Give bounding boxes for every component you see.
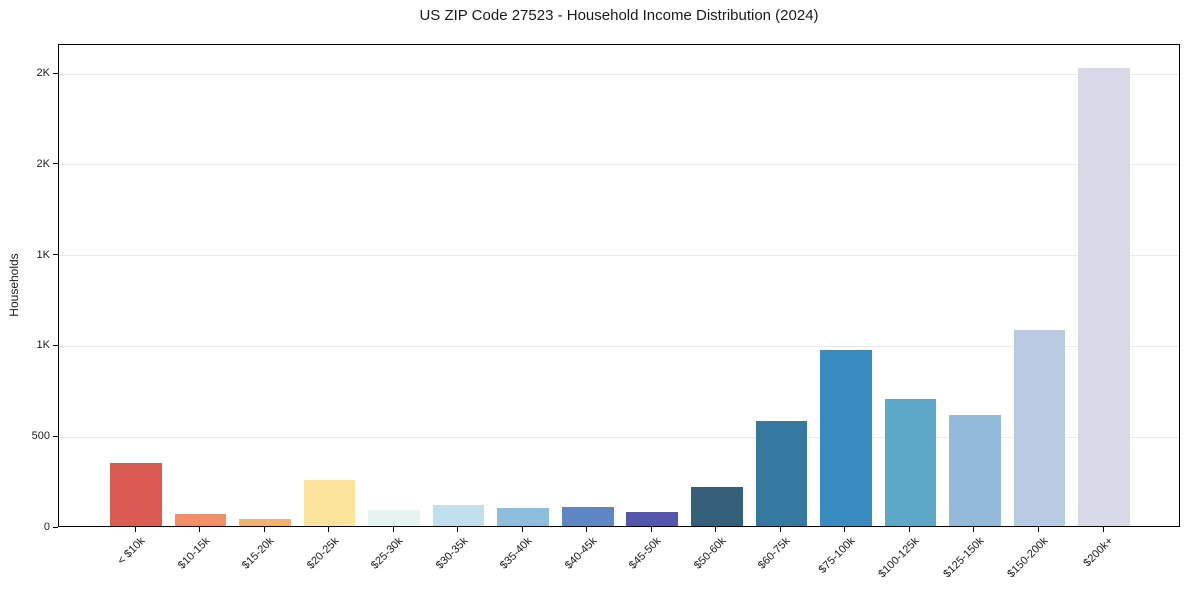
- y-axis-label: Households: [7, 253, 21, 317]
- y-tick-mark: [53, 163, 58, 165]
- gridline: [59, 255, 1179, 257]
- gridline: [59, 73, 1179, 75]
- y-tick-label: 1K: [36, 339, 50, 352]
- bar: [497, 507, 549, 526]
- x-tick-mark: [908, 527, 910, 532]
- plot-area: [58, 44, 1180, 527]
- chart-title: US ZIP Code 27523 - Household Income Dis…: [419, 7, 819, 24]
- x-tick-mark: [1102, 527, 1104, 532]
- bar: [561, 506, 614, 526]
- bar: [303, 479, 356, 526]
- x-tick-mark: [650, 527, 652, 532]
- y-tick-mark: [53, 254, 58, 256]
- gridline: [59, 345, 1179, 347]
- bar: [820, 350, 872, 526]
- bar: [432, 504, 485, 526]
- y-tick-label: 2K: [36, 157, 50, 170]
- y-tick-label: 0: [43, 521, 50, 533]
- x-tick-mark: [263, 527, 265, 532]
- gridline: [59, 436, 1179, 438]
- bar: [1013, 330, 1066, 526]
- bar: [110, 462, 162, 526]
- gridline: [59, 164, 1179, 166]
- y-tick-mark: [53, 435, 58, 437]
- bar: [368, 509, 420, 526]
- x-tick-mark: [521, 527, 523, 532]
- x-tick-mark: [586, 527, 588, 532]
- bar: [755, 421, 808, 526]
- x-tick-label: < $10k: [115, 535, 148, 568]
- y-tick-label: 1K: [36, 248, 50, 261]
- x-tick-mark: [457, 527, 459, 532]
- x-tick-mark: [1037, 527, 1039, 532]
- bar: [690, 486, 743, 526]
- bar: [626, 511, 679, 526]
- bar: [174, 514, 227, 526]
- y-tick-mark: [53, 72, 58, 74]
- bar: [949, 414, 1001, 526]
- x-tick-mark: [973, 527, 975, 532]
- y-tick-mark: [53, 344, 58, 346]
- x-tick-mark: [392, 527, 394, 532]
- x-tick-mark: [844, 527, 846, 532]
- bar: [884, 399, 937, 526]
- y-tick-mark: [53, 526, 58, 528]
- bar: [239, 518, 291, 526]
- x-tick-mark: [779, 527, 781, 532]
- x-tick-mark: [328, 527, 330, 532]
- x-tick-mark: [715, 527, 717, 532]
- bar: [1078, 67, 1130, 526]
- y-tick-label: 2K: [36, 67, 50, 80]
- y-tick-label: 500: [31, 430, 50, 443]
- x-tick-mark: [134, 527, 136, 532]
- x-tick-mark: [199, 527, 201, 532]
